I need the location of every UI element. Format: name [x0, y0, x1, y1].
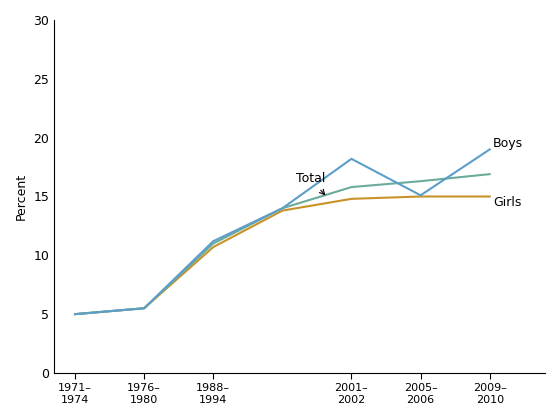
Y-axis label: Percent: Percent [15, 173, 28, 220]
Text: Total: Total [296, 172, 325, 194]
Text: Boys: Boys [493, 137, 523, 150]
Text: Girls: Girls [493, 196, 521, 209]
